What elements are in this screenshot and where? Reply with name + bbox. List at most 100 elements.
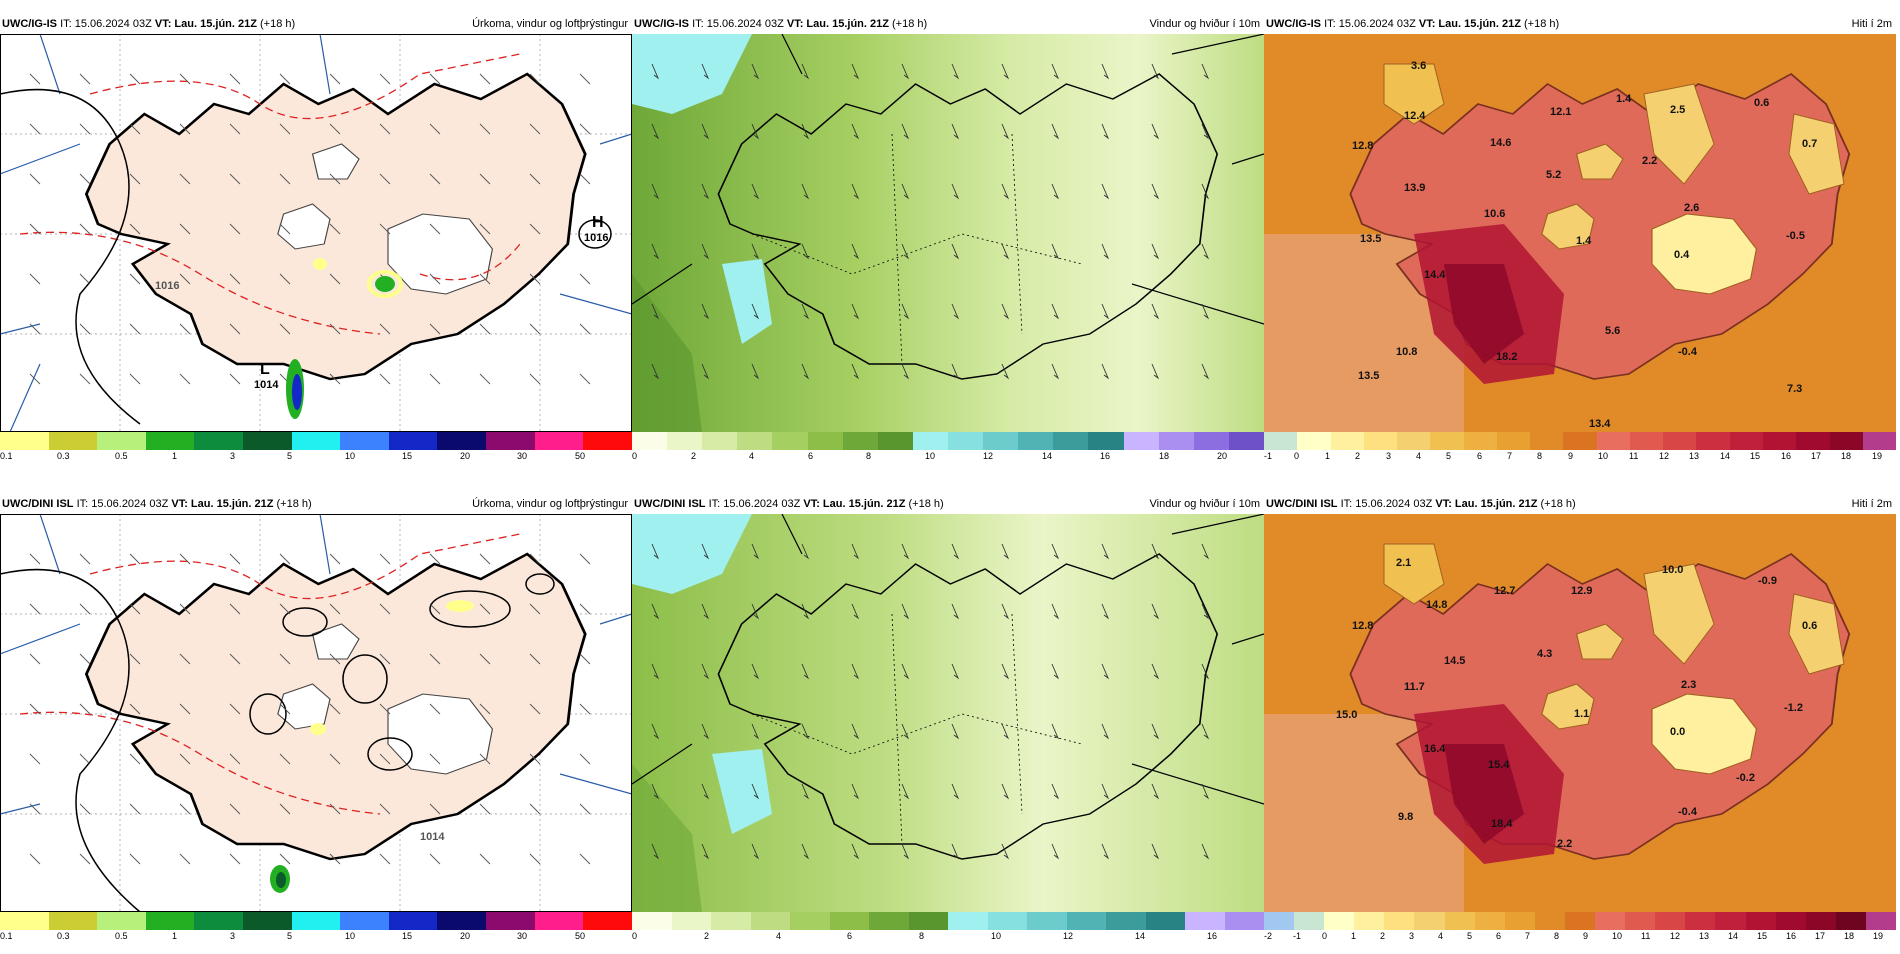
colorbar-tick-label: 18	[1841, 451, 1852, 461]
colorbar-tick-label: 2	[691, 451, 697, 461]
colorbar-tick-label: 15	[1750, 451, 1761, 461]
temp-label: 2.1	[1396, 557, 1411, 569]
temp-label: 10.8	[1396, 346, 1417, 358]
colorbar-swatch	[877, 432, 913, 450]
colorbar-swatch	[1655, 912, 1686, 930]
colorbar-tick-label: 17	[1811, 451, 1822, 461]
temp-label: 5.2	[1546, 169, 1561, 181]
colorbar-tick-label: 16	[1786, 931, 1797, 941]
colorbar-ticks: 0.1 0.3 0.5 1 3 5 10 15 20 30 50	[0, 450, 632, 464]
colorbar-swatch	[869, 912, 909, 930]
colorbar-swatch	[1193, 432, 1229, 450]
colorbar-tick-label: 6	[1477, 451, 1483, 461]
colorbar-tick-label: 14	[1135, 931, 1146, 941]
temp-label: -0.4	[1678, 806, 1698, 818]
temp-label: 0.6	[1754, 97, 1769, 109]
precip-map[interactable]: H 1016 L 1014 1016	[0, 34, 632, 432]
colorbar-swatch	[1018, 432, 1054, 450]
temp-label: 0.4	[1674, 249, 1690, 261]
colorbar-tick-label: 14	[1042, 451, 1053, 461]
colorbar-swatch	[583, 432, 632, 450]
colorbar-swatch	[97, 912, 146, 930]
colorbar-tick-label: 4	[749, 451, 755, 461]
colorbar-swatch	[1414, 912, 1445, 930]
low-pressure-value: 1014	[254, 379, 279, 391]
colorbar-tick-label: 8	[1537, 451, 1543, 461]
wind-map[interactable]	[632, 514, 1264, 912]
colorbar-tick-label: 8	[919, 931, 925, 941]
temp-label: 12.1	[1550, 106, 1571, 118]
temp-label: 10.0	[1662, 564, 1683, 576]
colorbar-tick-label: 12	[1063, 931, 1074, 941]
precip-panel-dini: UWC/DINI ISL IT: 15.06.2024 03Z VT: Lau.…	[0, 494, 632, 954]
colorbar-swatch	[1066, 912, 1106, 930]
lead-time: (+18 h)	[260, 18, 296, 30]
temp-label: 1.4	[1616, 93, 1632, 105]
colorbar	[632, 432, 1264, 450]
colorbar-tick-label: 6	[1496, 931, 1502, 941]
temp-label: 16.4	[1424, 743, 1446, 755]
colorbar-tick-label: 0.5	[115, 451, 128, 461]
colorbar-swatch	[1145, 912, 1185, 930]
colorbar-swatch	[983, 432, 1019, 450]
temp-label: 10.6	[1484, 208, 1505, 220]
colorbar-swatch	[1430, 432, 1464, 450]
colorbar-swatch	[1805, 912, 1836, 930]
wind-map[interactable]	[632, 34, 1264, 432]
valid-time: Lau. 15.jún. 21Z	[822, 498, 906, 510]
colorbar-swatch	[908, 912, 948, 930]
colorbar-swatch	[583, 912, 632, 930]
temperature-map[interactable]: 2.1 10.0 -0.9 14.8 12.7 12.9 12.8 0.6 14…	[1264, 514, 1896, 912]
colorbar-swatch	[1796, 432, 1830, 450]
colorbar-swatch	[711, 912, 751, 930]
colorbar-tick-label: 15	[1757, 931, 1768, 941]
colorbar-swatch	[1696, 432, 1730, 450]
colorbar-swatch	[1629, 432, 1664, 450]
colorbar-tick-label: 5	[1446, 451, 1452, 461]
model-source: UWC/IG-IS	[1266, 18, 1321, 30]
colorbar-swatch	[750, 912, 790, 930]
colorbar-tick-label: -2	[1264, 931, 1273, 941]
temp-label: 4.3	[1537, 648, 1552, 660]
isobar-label: 1014	[420, 831, 445, 843]
colorbar-swatch	[1564, 912, 1596, 930]
model-source: UWC/DINI ISL	[634, 498, 706, 510]
colorbar-tick-label: 4	[776, 931, 782, 941]
colorbar-tick-label: 13	[1699, 931, 1710, 941]
colorbar-swatch	[1663, 432, 1697, 450]
precip-map[interactable]: 1014	[0, 514, 632, 912]
temp-label: -0.4	[1678, 346, 1698, 358]
temperature-map[interactable]: 3.6 12.4 12.8 12.1 1.4 2.5 0.6 0.7 14.6 …	[1264, 34, 1896, 432]
colorbar-tick-label: 19	[1873, 931, 1884, 941]
colorbar-swatch	[1123, 432, 1159, 450]
colorbar-swatch	[534, 912, 584, 930]
temp-label: -0.9	[1758, 575, 1777, 587]
colorbar-swatch	[534, 432, 584, 450]
colorbar	[1264, 432, 1897, 450]
colorbar-tick-label: 5	[287, 931, 293, 941]
precip-cell	[286, 258, 403, 419]
colorbar-tick-label: 10	[1612, 931, 1623, 941]
colorbar-ticks: -2 -1 0 1 2 3 4 5 6 7 8 9 10 11 12 13 14 15 16 17 18 19	[1264, 930, 1896, 944]
valid-time-label: VT:	[171, 498, 188, 510]
colorbar-tick-label: 20	[460, 451, 471, 461]
colorbar-swatch	[1504, 912, 1535, 930]
colorbar-swatch	[947, 432, 984, 450]
colorbar-tick-label: 10	[1598, 451, 1609, 461]
temp-panel-dini: UWC/DINI ISL IT: 15.06.2024 03Z VT: Lau.…	[1264, 494, 1896, 954]
colorbar-swatch	[1829, 432, 1863, 450]
colorbar-tick-label: 6	[808, 451, 814, 461]
colorbar-swatch	[291, 432, 341, 450]
colorbar-tick-label: 8	[1554, 931, 1560, 941]
panel-header: UWC/IG-IS IT: 15.06.2024 03Z VT: Lau. 15…	[0, 14, 632, 34]
colorbar-swatch	[291, 912, 341, 930]
colorbar-swatch	[807, 432, 843, 450]
temp-label: 7.3	[1787, 383, 1802, 395]
colorbar-tick-label: 18	[1844, 931, 1855, 941]
temp-label: 11.7	[1404, 681, 1425, 693]
panel-header: UWC/DINI ISL IT: 15.06.2024 03Z VT: Lau.…	[0, 494, 632, 514]
low-pressure-label: L	[260, 361, 270, 378]
colorbar-tick-label: 3	[1386, 451, 1392, 461]
colorbar-tick-label: 14	[1728, 931, 1739, 941]
colorbar-tick-label: 11	[1641, 931, 1651, 941]
